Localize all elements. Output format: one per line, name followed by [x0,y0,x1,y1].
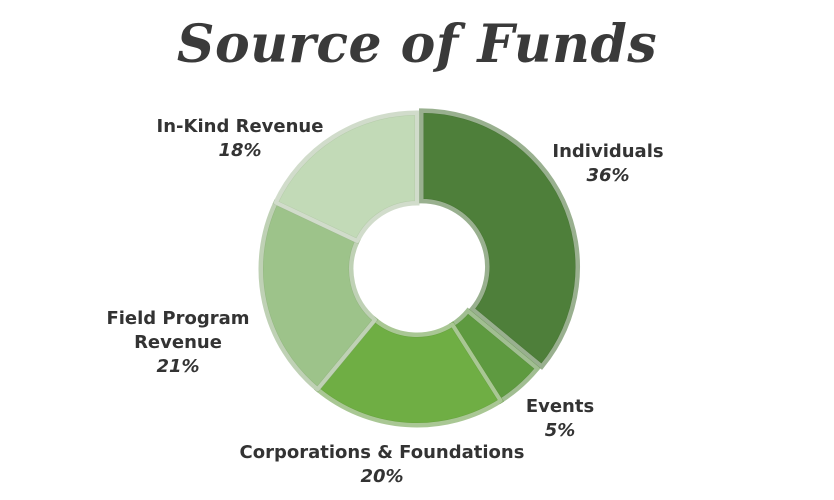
label-corporations: Corporations & Foundations 20% [222,441,542,489]
slice-pct-field-program: 21% [156,356,200,377]
label-events: Events 5% [510,395,610,443]
label-field-program: Field Program Revenue 21% [98,307,258,379]
slice-label-individuals: Individuals [552,141,664,162]
slice-pct-in-kind: 18% [218,140,262,161]
slice-pct-individuals: 36% [586,165,630,186]
slice-label-field-program: Field Program Revenue [106,308,250,353]
slice-in-kind-bevel [272,110,420,245]
slice-pct-events: 5% [544,420,576,441]
slice-label-corporations: Corporations & Foundations [239,442,525,463]
slice-corporations-bevel [314,316,505,428]
label-individuals: Individuals 36% [528,140,688,188]
slice-field-program-bevel [258,199,379,393]
chart-title: Source of Funds [176,14,658,75]
slice-individuals-bevel [419,108,580,370]
slice-pct-corporations: 20% [360,466,404,487]
label-in-kind: In-Kind Revenue 18% [140,115,340,163]
slice-label-in-kind: In-Kind Revenue [156,116,324,137]
slice-label-events: Events [525,396,595,417]
